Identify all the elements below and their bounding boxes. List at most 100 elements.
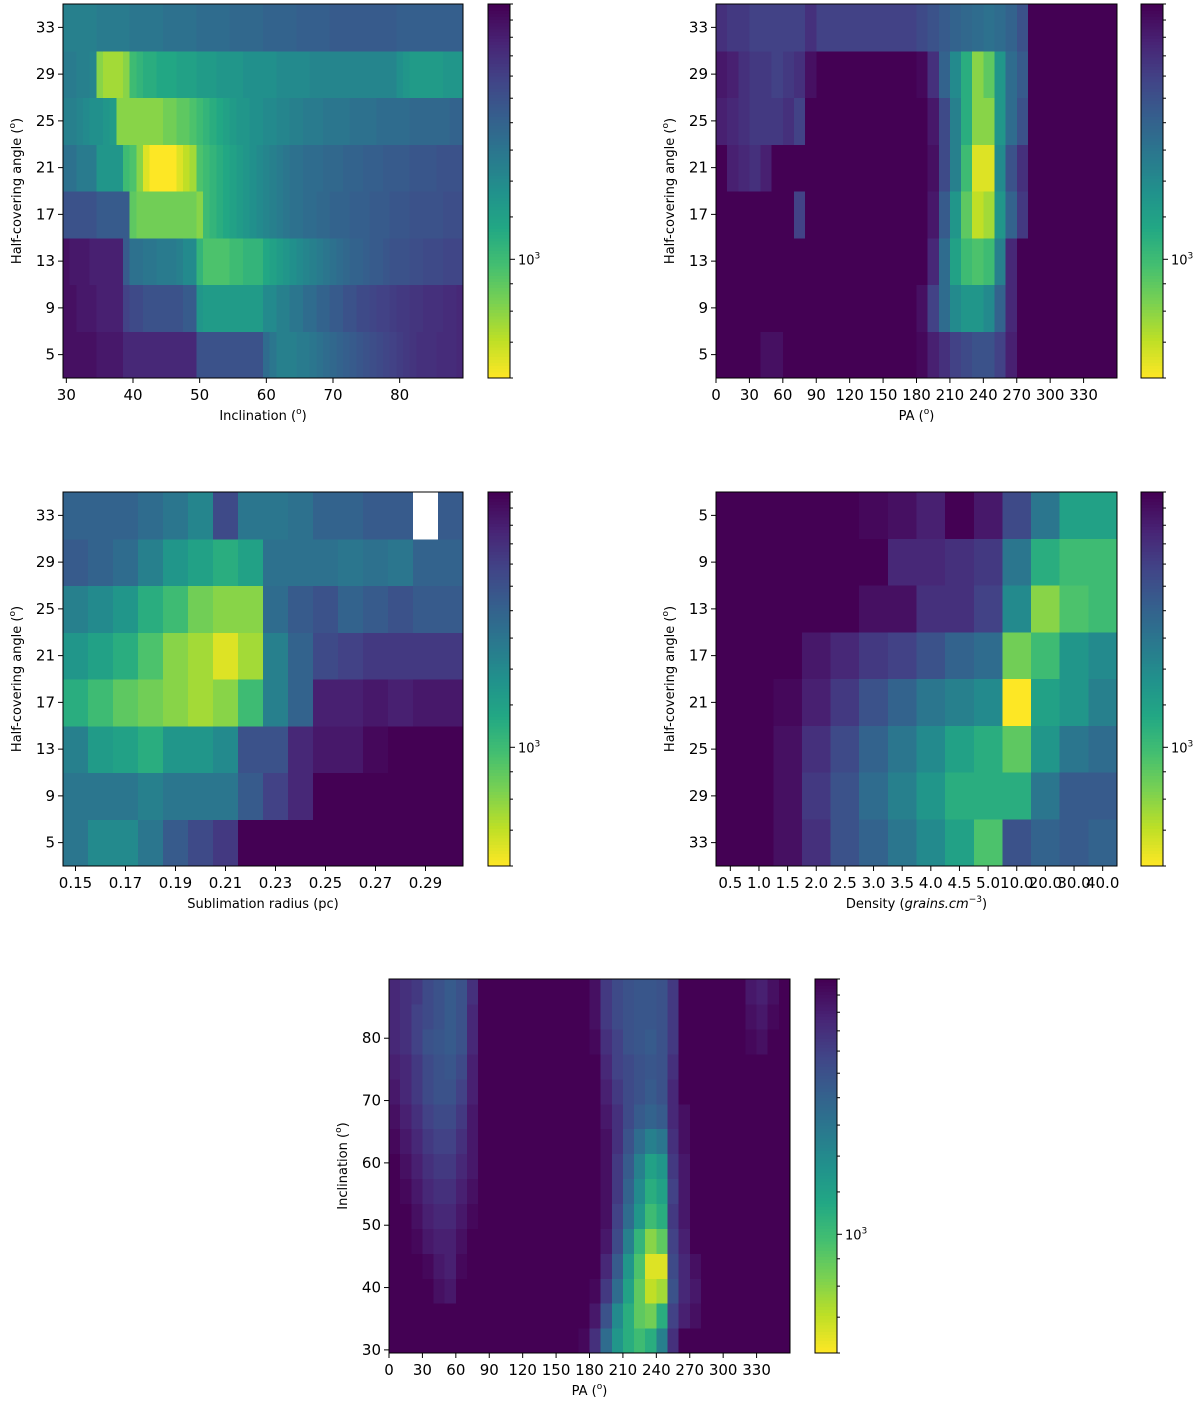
- heatmap-cell: [338, 679, 364, 727]
- heatmap-cell: [389, 284, 397, 332]
- heatmap-cell: [209, 50, 217, 99]
- heatmap-cell: [63, 632, 89, 680]
- heatmap-cell: [511, 1328, 524, 1354]
- heatmap-cell: [363, 237, 371, 286]
- heatmap-cell: [556, 1078, 568, 1105]
- heatmap-cell: [973, 819, 1004, 867]
- heatmap-cell: [316, 331, 324, 379]
- heatmap-cell: [1061, 4, 1074, 52]
- colorbar-segment: [815, 1222, 837, 1226]
- colorbar-segment: [488, 103, 510, 108]
- heatmap-cell: [263, 819, 289, 867]
- colorbar-segment: [488, 281, 510, 286]
- heatmap-cell: [389, 1053, 401, 1080]
- colorbar-segment: [488, 66, 510, 71]
- colorbar-segment: [1141, 265, 1163, 270]
- x-tick-label: 4.5: [948, 874, 972, 892]
- heatmap-cell: [678, 1328, 691, 1354]
- heatmap-cell: [622, 1253, 635, 1279]
- colorbar-segment: [1141, 331, 1163, 335]
- heatmap-cell: [771, 97, 784, 145]
- heatmap-cell: [1061, 191, 1074, 239]
- heatmap-cell: [389, 4, 397, 52]
- colorbar-segment: [488, 837, 510, 842]
- heatmap-cell: [438, 585, 464, 633]
- heatmap-cell: [69, 284, 77, 332]
- x-tick-label: 60: [257, 386, 276, 404]
- heatmap-cell: [256, 331, 264, 379]
- heatmap-cell: [263, 679, 289, 727]
- heatmap-cell: [689, 1278, 702, 1304]
- colorbar-segment: [1141, 763, 1163, 767]
- heatmap-cell: [634, 1178, 646, 1204]
- heatmap-cell: [745, 1003, 758, 1030]
- heatmap-cell: [388, 819, 414, 867]
- heatmap-cell: [422, 1153, 435, 1180]
- heatmap-cell: [727, 97, 739, 145]
- colorbar-segment: [1141, 228, 1163, 233]
- heatmap-cell: [500, 1053, 513, 1080]
- colorbar-segment: [1141, 750, 1163, 755]
- heatmap-cell: [700, 1228, 713, 1254]
- heatmap-cell: [938, 97, 951, 145]
- heatmap-cell: [413, 679, 439, 727]
- colorbar-segment: [815, 1016, 837, 1021]
- heatmap-cell: [767, 1028, 780, 1055]
- heatmap-cell: [961, 237, 973, 286]
- heatmap-cell: [183, 191, 191, 239]
- heatmap-cell: [949, 97, 962, 145]
- heatmap-cell: [1083, 284, 1096, 332]
- heatmap-cell: [1050, 4, 1062, 52]
- heatmap-cell: [756, 1278, 769, 1304]
- heatmap-cell: [216, 331, 224, 379]
- heatmap-cell: [611, 1178, 624, 1204]
- heatmap-cell: [961, 331, 973, 379]
- heatmap-cell: [189, 97, 197, 145]
- colorbar-segment: [815, 1225, 837, 1229]
- heatmap-cell: [169, 284, 177, 332]
- colorbar-segment: [488, 209, 510, 214]
- heatmap-cell: [938, 4, 951, 52]
- colorbar-segment: [488, 91, 510, 95]
- heatmap-cell: [288, 772, 314, 820]
- colorbar-segment: [1141, 94, 1163, 99]
- heatmap-cell: [209, 191, 217, 239]
- heatmap-cell: [466, 1078, 479, 1105]
- colorbar-segment: [488, 175, 510, 180]
- heatmap-cell: [678, 1103, 691, 1130]
- heatmap-cell: [1005, 144, 1018, 192]
- heatmap-cell: [916, 492, 946, 540]
- heatmap-cell: [1094, 144, 1107, 192]
- heatmap-cell: [123, 97, 131, 145]
- colorbar-segment: [815, 1147, 837, 1152]
- heatmap-cell: [129, 237, 137, 286]
- heatmap-cell: [700, 1078, 713, 1105]
- heatmap-cell: [289, 97, 297, 145]
- heatmap-cell: [760, 144, 773, 192]
- colorbar-segment: [488, 78, 510, 83]
- heatmap-cell: [511, 979, 524, 1005]
- heatmap-cell: [433, 1178, 446, 1204]
- heatmap-cell: [760, 237, 773, 286]
- heatmap-cell: [1105, 144, 1118, 192]
- heatmap-cell: [1105, 237, 1118, 286]
- colorbar-segment: [1141, 287, 1163, 292]
- heatmap-cell: [478, 1078, 490, 1105]
- heatmap-cell: [163, 331, 171, 379]
- heatmap-cell: [236, 97, 244, 145]
- heatmap-cell: [805, 97, 817, 145]
- colorbar: 103: [487, 491, 540, 867]
- heatmap-cell: [116, 237, 124, 286]
- heatmap-cell: [376, 237, 384, 286]
- heatmap-cell: [288, 492, 314, 540]
- heatmap-cell: [296, 331, 304, 379]
- colorbar-segment: [488, 809, 510, 814]
- heatmap-cell: [309, 284, 317, 332]
- colorbar-segment: [815, 1038, 837, 1042]
- heatmap-cell: [578, 1003, 591, 1030]
- heatmap-cell: [316, 144, 324, 192]
- heatmap-cell: [169, 331, 177, 379]
- heatmap-cell: [716, 331, 728, 379]
- colorbar-segment: [1141, 253, 1163, 258]
- heatmap-cell: [838, 4, 851, 52]
